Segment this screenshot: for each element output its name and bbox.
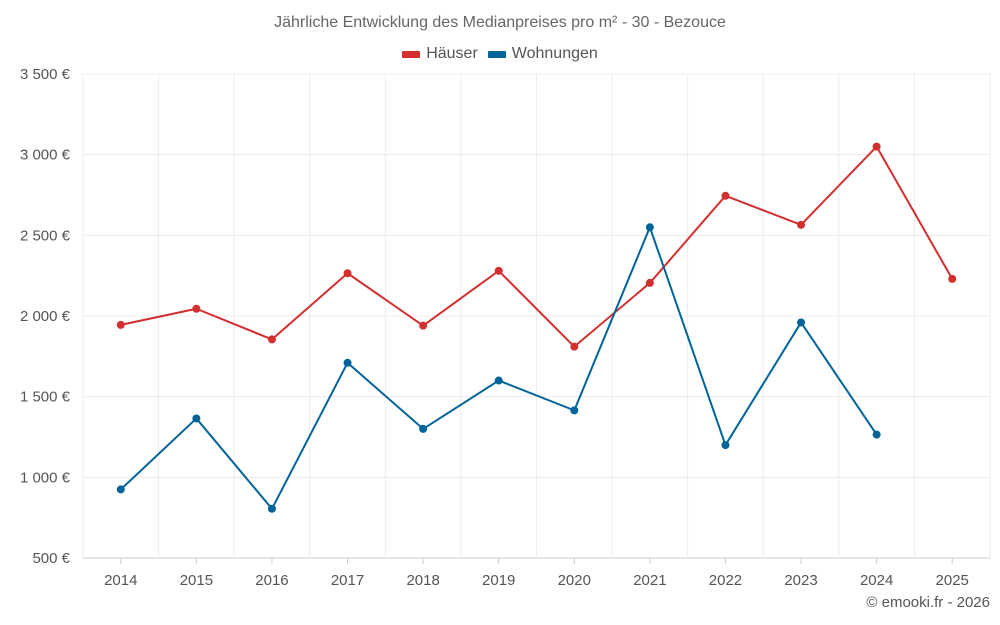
data-point-1[interactable]: [494, 376, 503, 385]
data-point-0[interactable]: [797, 220, 806, 229]
x-tick-label: 2016: [255, 572, 288, 589]
data-point-0[interactable]: [494, 266, 503, 275]
legend-item-apartments[interactable]: Wohnungen: [487, 45, 598, 63]
y-axis: 500 € 1 000 € 1 500 € 2 000 € 2 500 € 3 000 €…: [20, 66, 71, 567]
data-point-0[interactable]: [116, 320, 125, 329]
y-tick-label: 3 500 €: [20, 66, 71, 83]
x-tick-label: 2014: [104, 572, 137, 589]
data-point-0[interactable]: [419, 321, 428, 330]
grid-lines: [82, 73, 991, 559]
data-point-0[interactable]: [721, 191, 730, 200]
y-tick-label: 1 000 €: [20, 469, 71, 486]
data-point-0[interactable]: [645, 278, 654, 287]
x-tick-label: 2023: [784, 572, 817, 589]
x-axis: 2014 2015 2016 2017 2018 2019 2020 2021 2022 2023…: [104, 558, 969, 589]
data-point-1[interactable]: [797, 318, 806, 327]
data-point-1[interactable]: [343, 358, 352, 367]
data-point-1[interactable]: [570, 406, 579, 415]
series-line-0: [120, 145, 954, 348]
x-tick-label: 2024: [860, 572, 893, 589]
x-tick-label: 2022: [709, 572, 742, 589]
data-point-1[interactable]: [116, 485, 125, 494]
x-tick-label: 2025: [936, 572, 969, 589]
series-layer: [116, 142, 957, 513]
data-point-0[interactable]: [192, 304, 201, 313]
legend-item-houses[interactable]: Häuser: [402, 45, 478, 63]
data-point-0[interactable]: [343, 269, 352, 278]
data-point-1[interactable]: [267, 504, 276, 513]
chart-title: Jährliche Entwicklung des Medianpreises …: [274, 14, 726, 31]
data-point-0[interactable]: [948, 274, 957, 283]
data-point-0[interactable]: [267, 335, 276, 344]
legend-swatch-apartments: [487, 50, 506, 58]
legend-label-apartments: Wohnungen: [511, 45, 598, 62]
data-point-0[interactable]: [570, 342, 579, 351]
data-point-0[interactable]: [872, 142, 881, 151]
y-tick-label: 2 000 €: [20, 308, 71, 325]
data-point-1[interactable]: [419, 424, 428, 433]
data-point-1[interactable]: [721, 441, 730, 450]
x-tick-label: 2020: [558, 572, 591, 589]
y-tick-label: 1 500 €: [20, 389, 71, 406]
data-point-1[interactable]: [192, 414, 201, 423]
x-tick-label: 2019: [482, 572, 515, 589]
legend-swatch-houses: [402, 50, 421, 58]
x-tick-label: 2018: [406, 572, 439, 589]
y-tick-label: 2 500 €: [20, 227, 71, 244]
legend: Häuser Wohnungen: [0, 45, 1000, 63]
data-point-1[interactable]: [872, 430, 881, 439]
x-tick-label: 2017: [331, 572, 364, 589]
y-tick-label: 3 000 €: [20, 147, 71, 164]
x-tick-label: 2015: [180, 572, 213, 589]
y-tick-label: 500 €: [32, 550, 70, 567]
x-tick-label: 2021: [633, 572, 666, 589]
legend-label-houses: Häuser: [426, 45, 478, 62]
credit-text: © emooki.fr - 2026: [866, 594, 990, 611]
data-point-1[interactable]: [645, 223, 654, 232]
